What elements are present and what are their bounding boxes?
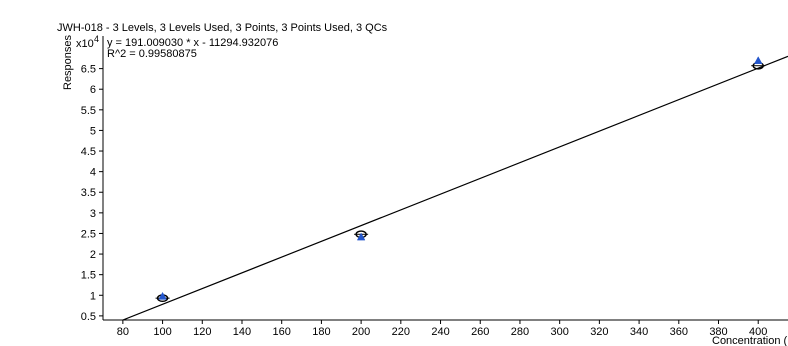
qc-point [356, 232, 366, 241]
x-tick-label: 220 [392, 326, 410, 338]
y-tick-label: 1.5 [81, 270, 96, 282]
qc-point [753, 56, 763, 64]
y-tick-label: 3.5 [81, 187, 96, 199]
x-axis-title: Concentration (ng/ml) [712, 335, 788, 346]
x-tick-label: 340 [630, 326, 648, 338]
y-tick-label: 5.5 [81, 105, 96, 117]
y-tick-label: 2.5 [81, 228, 96, 240]
x-tick-label: 380 [709, 326, 727, 338]
y-tick-label: 4 [90, 167, 96, 179]
x-tick-label: 400 [749, 326, 767, 338]
y-tick-label: 4.5 [81, 146, 96, 158]
x-tick-label: 200 [352, 326, 370, 338]
regression-equation: y = 191.009030 * x - 11294.932076 [107, 37, 278, 49]
y-multiplier-label: x10 [76, 38, 94, 50]
y-tick-label: 5 [90, 125, 96, 137]
x-tick-label: 180 [312, 326, 330, 338]
x-tick-label: 240 [431, 326, 449, 338]
data-points-group [155, 56, 766, 303]
y-tick-label: 6 [90, 84, 96, 96]
x-tick-label: 360 [670, 326, 688, 338]
x-tick-label: 260 [471, 326, 489, 338]
y-tick-label: 2 [90, 249, 96, 261]
x-tick-label: 120 [193, 326, 211, 338]
x-tick-label: 280 [511, 326, 529, 338]
x-tick-label: 300 [550, 326, 568, 338]
y-tick-label: 3 [90, 208, 96, 220]
y-tick-label: 0.5 [81, 311, 96, 323]
y-tick-group: 0.5 1 1.5 2 2.5 3 3.5 4 4.5 5 5.5 6 6.5 [81, 64, 103, 323]
x-tick-label: 100 [153, 326, 171, 338]
x-tick-label: 160 [273, 326, 291, 338]
y-multiplier-exponent: 4 [94, 34, 99, 44]
x-tick-group: 80 100 120 140 160 180 200 220 240 260 280 300 320 34… [117, 320, 767, 338]
fit-line-group [121, 55, 788, 320]
x-tick-label: 80 [117, 326, 129, 338]
calibration-fit-line [121, 55, 788, 320]
y-tick-label: 1 [90, 290, 96, 302]
x-tick-label: 320 [590, 326, 608, 338]
qc-point [158, 291, 167, 300]
r-squared-label: R^2 = 0.99580875 [107, 48, 197, 60]
y-axis-title: Responses [62, 34, 74, 90]
x-tick-label: 140 [233, 326, 251, 338]
chart-title: JWH-018 - 3 Levels, 3 Levels Used, 3 Poi… [57, 22, 388, 34]
y-tick-label: 6.5 [81, 64, 96, 76]
